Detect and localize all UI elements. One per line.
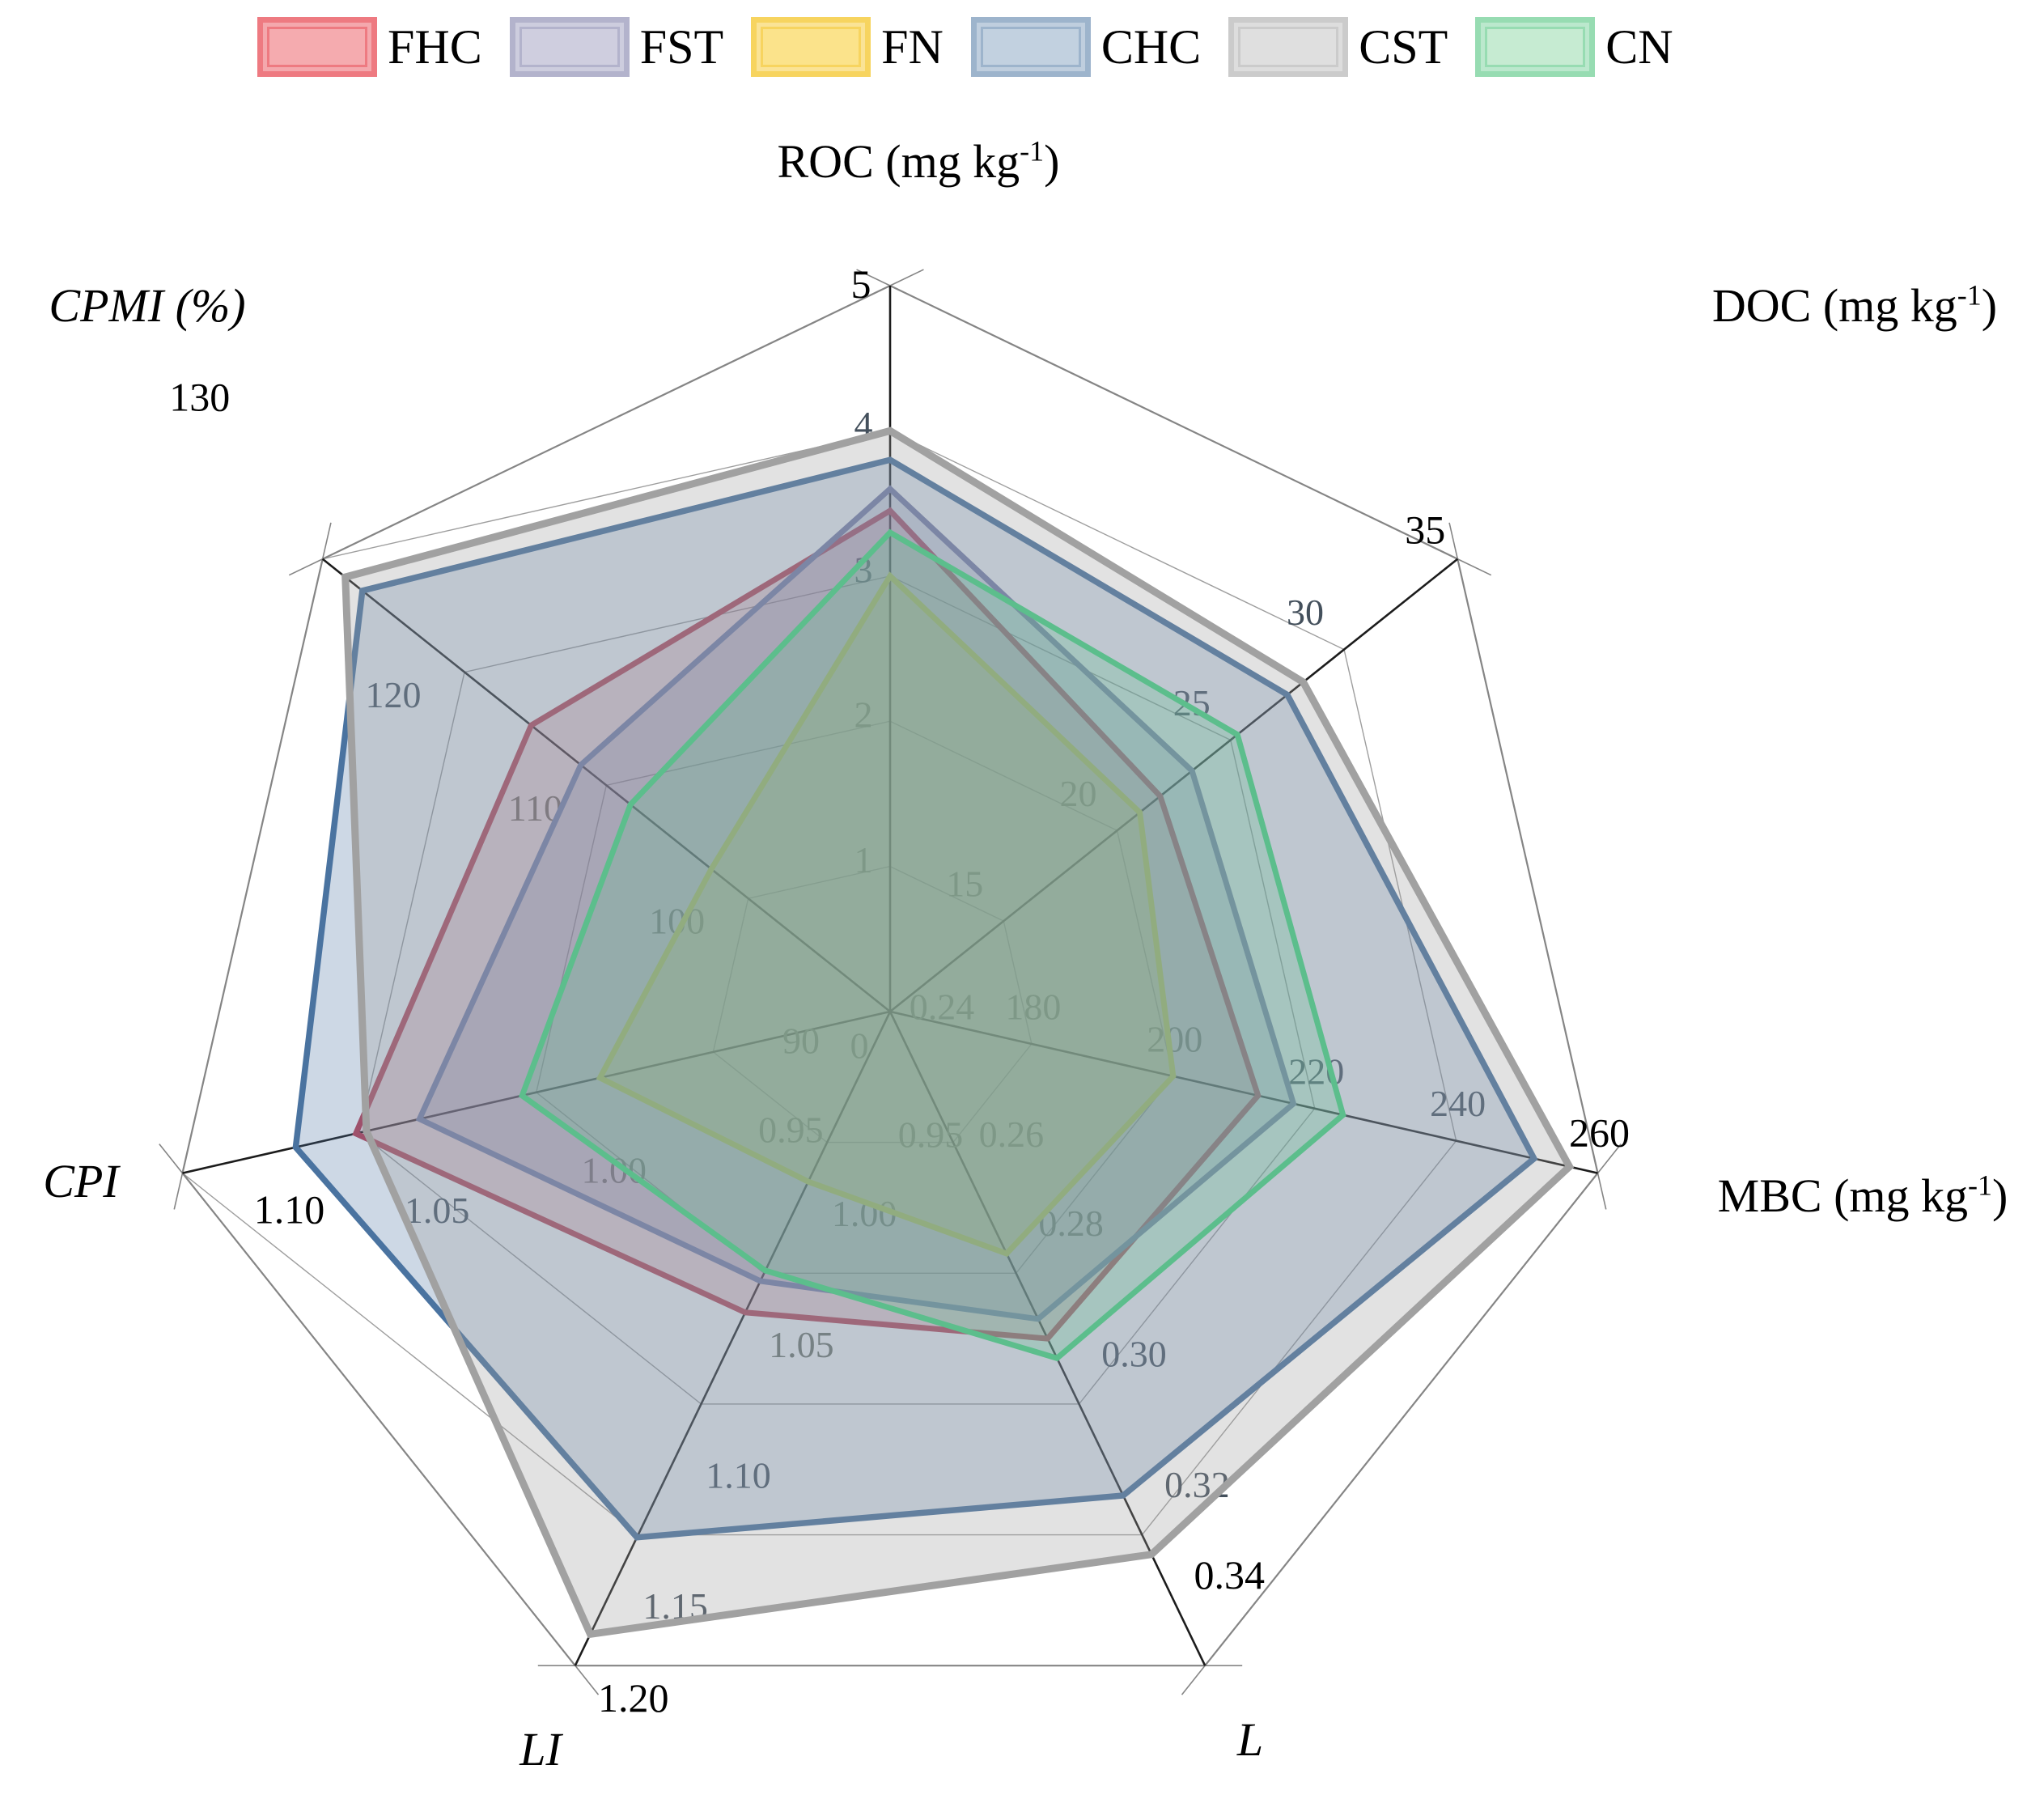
radar-grid-ring [358,575,1316,1405]
series-polygon-FN [596,571,1177,1258]
axis-title-text: L [1236,1713,1264,1766]
axis-title-ROC: ROC (mg kg-1) [777,134,1060,188]
outer-edge-extension [575,1665,600,1695]
tick-label-LI-0.95: 0.95 [898,1114,964,1156]
legend-swatch-FHC [257,17,377,77]
tick-label-L-0.26: 0.26 [979,1114,1045,1155]
outer-edge-extension [856,269,891,286]
axis-title-text: CPMI (%) [49,279,246,332]
axis-spoke-DOC [889,558,1459,1013]
outer-edge-extension [889,269,924,286]
tick-label-MBC-260: 260 [1569,1110,1630,1156]
axis-title-text: MBC (mg kg [1717,1169,1969,1222]
legend-swatch-CHC [970,17,1091,77]
axis-title-MBC: MBC (mg kg-1) [1718,1171,2008,1220]
outer-edge-extension [1597,1143,1622,1174]
axis-title-superscript: -1 [1020,134,1045,168]
tick-label-CPI-1.05: 1.05 [405,1190,470,1231]
axis-title-superscript: -1 [1968,1169,1993,1202]
radar-grid-ring [535,720,1174,1274]
tick-label-LI-1.20: 1.20 [598,1675,669,1721]
axis-spoke-LI [574,1011,892,1666]
tick-label-MBC-180: 180 [1005,986,1061,1027]
tick-label-CPI-1.10: 1.10 [254,1187,325,1233]
legend-item-FST: FST [509,17,724,77]
legend-label-FHC: FHC [388,20,482,74]
tick-label-ROC-2: 2 [854,694,873,736]
axis-title-text-end: ) [1992,1169,2008,1222]
radar-outer-ring [181,284,1599,1667]
tick-label-LI-1.05: 1.05 [769,1324,834,1365]
tick-label-L-0.32: 0.32 [1164,1464,1230,1505]
tick-label-DOC-20: 20 [1060,773,1097,814]
axis-title-CPI: CPI [43,1158,118,1205]
axis-spoke-MBC [889,1010,1598,1174]
tick-label-LI-1.10: 1.10 [706,1454,771,1496]
tick-label-CPI-0.95: 0.95 [758,1109,824,1150]
axis-title-LI: LI [519,1726,562,1773]
axis-title-superscript: -1 [1957,278,1982,312]
tick-label-CPMI-120: 120 [366,674,422,715]
tick-label-DOC-15: 15 [946,863,983,905]
axis-spoke-CPMI [321,558,891,1013]
tick-label-MBC-200: 200 [1147,1018,1202,1059]
axis-title-CPMI: CPMI (%) [49,282,245,329]
tick-label-ROC-0: 0 [850,1025,869,1067]
axis-title-text: LI [519,1723,562,1776]
radar-grid-ring [712,865,1033,1143]
legend-item-CN: CN [1475,17,1673,77]
outer-edge-extension [288,558,324,576]
legend-item-FHC: FHC [257,17,482,77]
axis-title-L: L [1237,1716,1263,1763]
tick-label-MBC-240: 240 [1430,1083,1486,1124]
legend-item-FN: FN [751,17,944,77]
outer-edge-extension [1457,558,1492,576]
series-polygon-FHC [352,507,1262,1342]
tick-label-DOC-30: 30 [1287,592,1324,633]
series-polygon-CST [341,426,1575,1639]
tick-label-ROC-1: 1 [854,839,873,880]
tick-label-L-0.34: 0.34 [1194,1552,1265,1597]
tick-label-DOC-35: 35 [1405,507,1445,553]
axis-title-text: DOC (mg kg [1711,279,1957,332]
tick-label-ROC-5: 5 [851,261,871,307]
tick-label-L-0.24: 0.24 [910,986,975,1028]
tick-label-L-0.30: 0.30 [1101,1333,1167,1374]
axis-title-text-end: ) [1981,279,1998,332]
axis-spoke-CPI [182,1010,891,1174]
legend-item-CST: CST [1228,17,1448,77]
legend-swatch-CST [1228,17,1349,77]
legend: FHC FST FN CHC CST CN [0,8,2044,86]
tick-label-CPMI-90: 90 [782,1020,820,1062]
outer-edge-extension [321,522,332,559]
outer-edge-extension [173,1173,184,1210]
outer-edge-extension [1181,1665,1206,1695]
series-polygon-FST [415,485,1297,1322]
legend-swatch-FST [509,17,630,77]
legend-label-CN: CN [1605,20,1673,74]
legend-label-FN: FN [881,20,944,74]
tick-label-CPMI-130: 130 [169,375,230,420]
axis-title-text-end: ) [1044,135,1060,188]
outer-edge-extension [159,1143,184,1174]
axis-title-text: CPI [43,1155,119,1207]
legend-item-CHC: CHC [970,17,1202,77]
legend-swatch-CN [1475,17,1596,77]
legend-label-CST: CST [1359,20,1448,74]
outer-edge-extension [1448,522,1459,559]
axis-title-DOC: DOC (mg kg-1) [1711,278,1998,332]
series-polygon-CN [519,528,1346,1362]
legend-label-FST: FST [639,20,724,74]
legend-label-CHC: CHC [1100,20,1202,74]
legend-swatch-FN [751,17,871,77]
tick-label-CPI-1.00: 1.00 [581,1149,647,1190]
outer-edge-extension [1597,1173,1607,1210]
axis-title-text: ROC (mg kg [777,135,1020,188]
